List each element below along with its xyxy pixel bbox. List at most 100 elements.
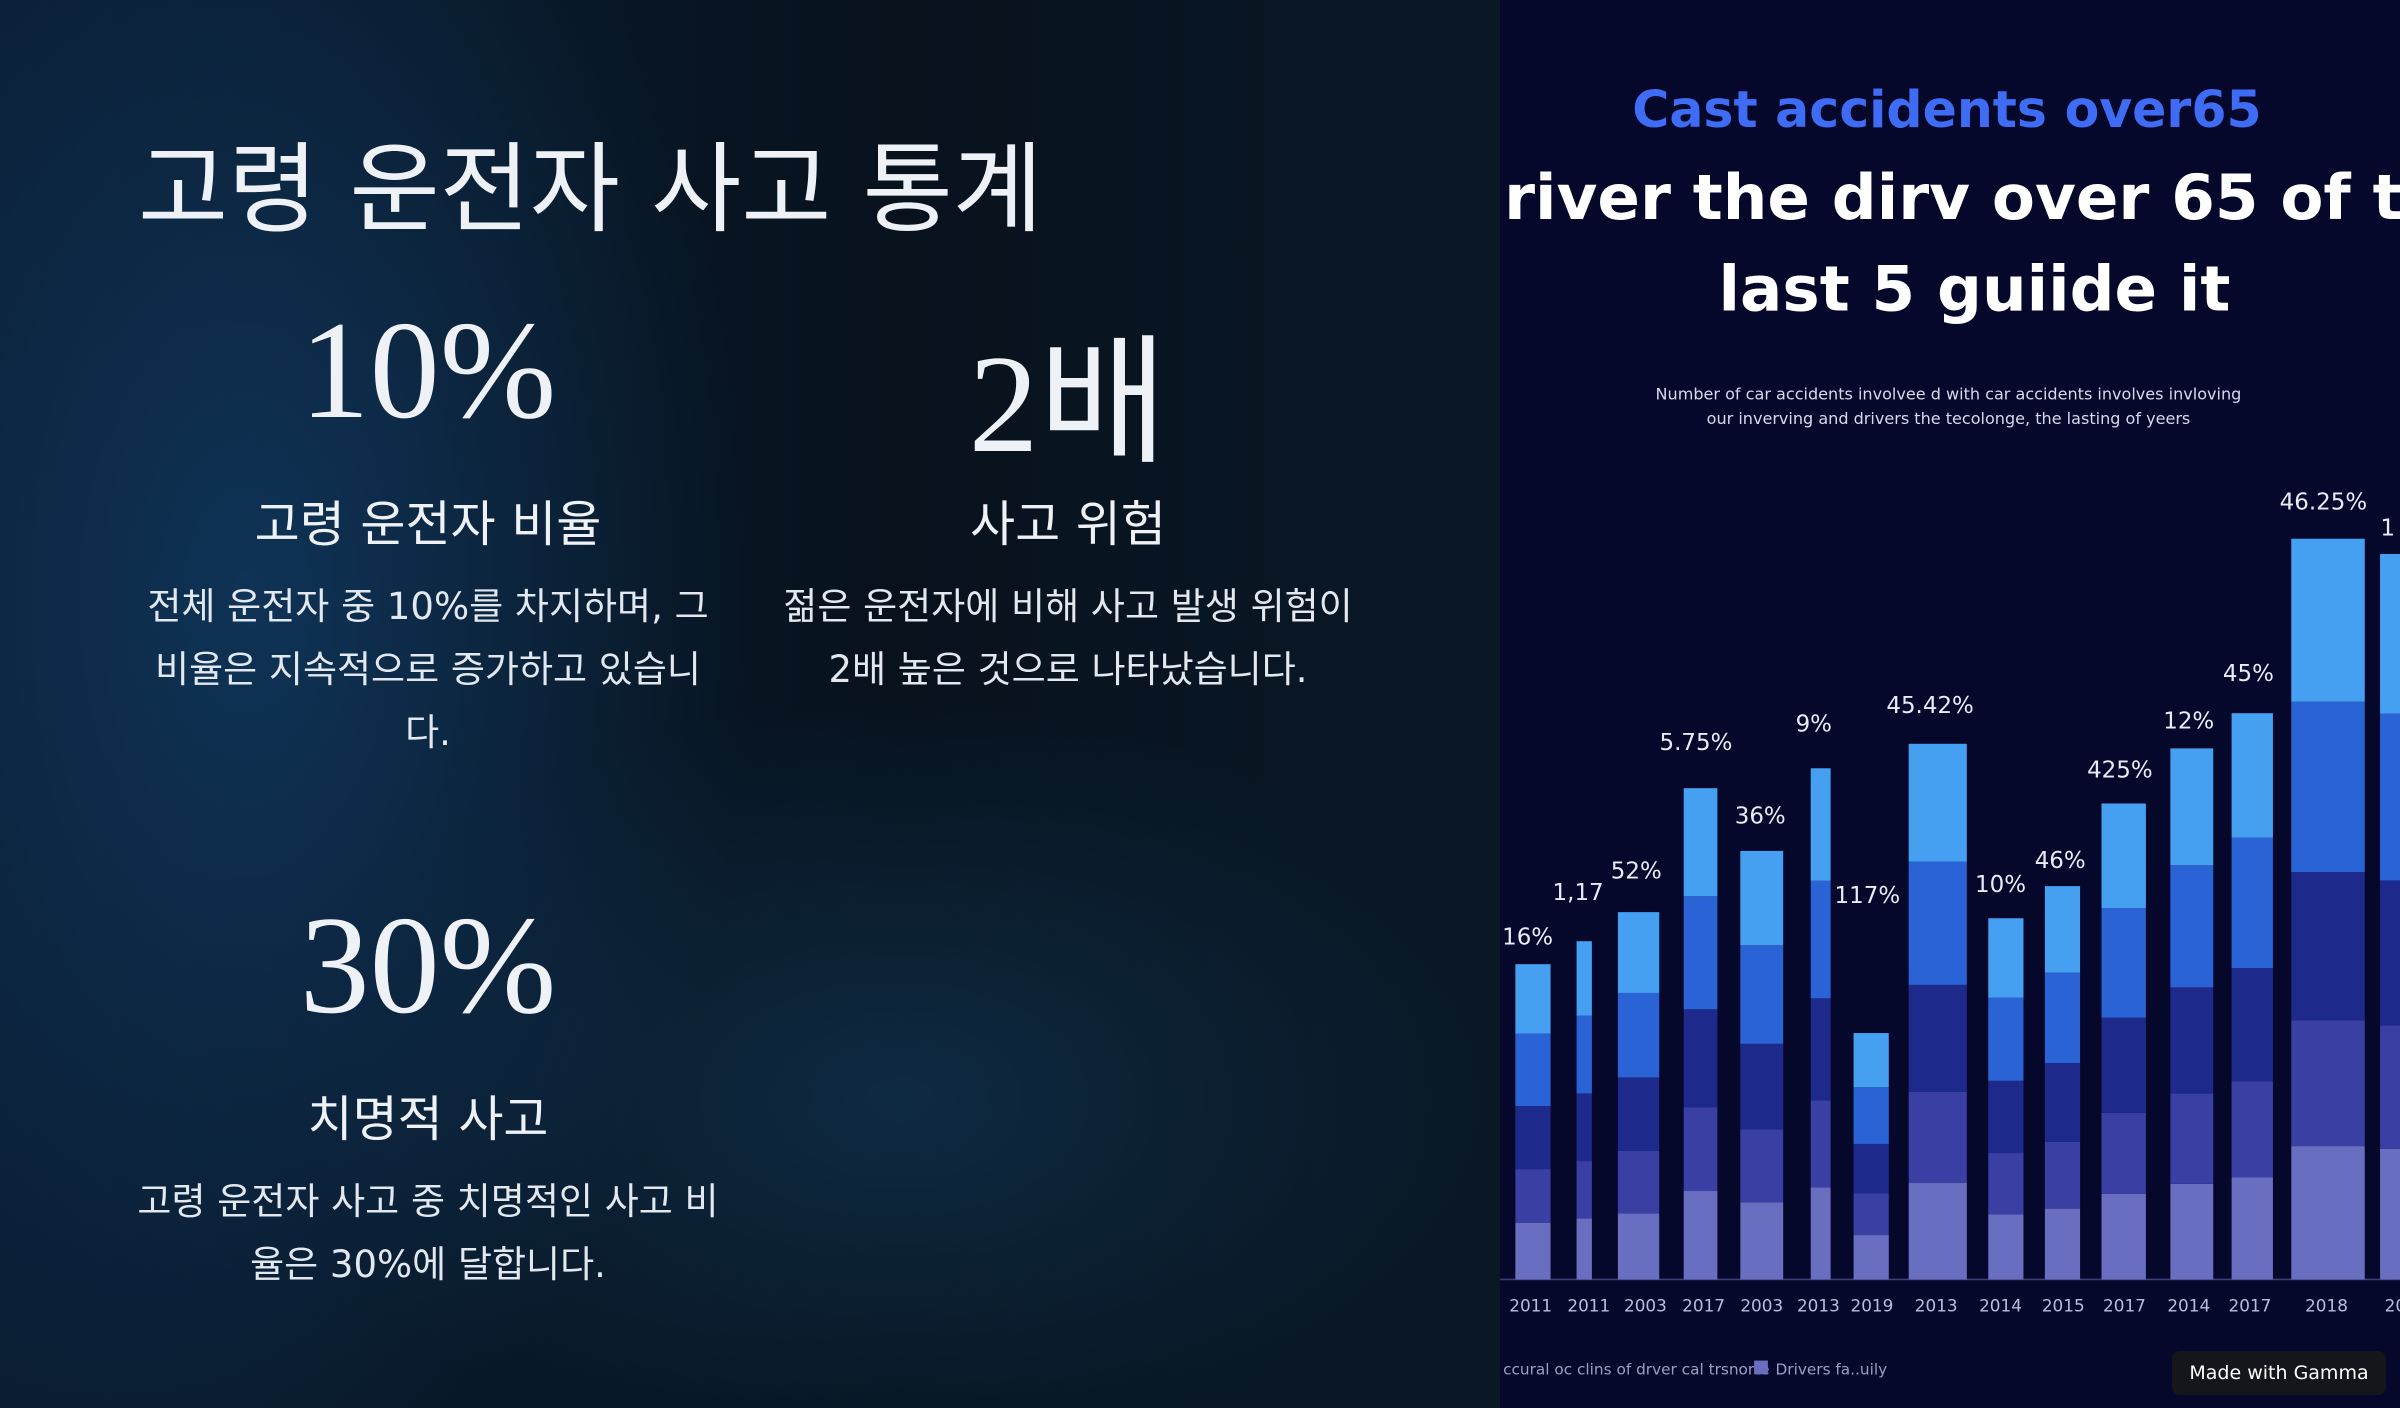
bar-segment xyxy=(1810,1187,1831,1280)
bar-label: 9% xyxy=(1796,712,1832,738)
year-label: 2013 xyxy=(1797,1296,1840,1316)
bar-segment xyxy=(1810,768,1831,881)
chart-image: Cast accidents over65 driver the dirv ove… xyxy=(1500,0,2400,1408)
bar-segment xyxy=(1683,1009,1718,1108)
bar-segment xyxy=(1617,1150,1660,1214)
bar-segment xyxy=(2044,886,2081,973)
bar-segment xyxy=(1810,998,1831,1101)
bar-segment xyxy=(1515,1222,1551,1280)
bar-segment xyxy=(2380,880,2400,1026)
bar-segment xyxy=(2170,987,2214,1094)
bar-segment xyxy=(2170,1093,2214,1184)
bar-label: 1 xyxy=(2380,516,2395,542)
bar-segment xyxy=(1853,1087,1889,1144)
year-label: 2014 xyxy=(2167,1296,2210,1316)
bar-label: 45% xyxy=(2223,661,2274,687)
bar-segment xyxy=(1988,997,2024,1081)
stat-value: 30% xyxy=(299,888,557,1043)
bar-segment xyxy=(1740,1129,1784,1203)
bar-segment xyxy=(1683,1191,1718,1280)
stat-label: 고령 운전자 비율 xyxy=(254,496,602,553)
bar-segment xyxy=(1908,861,1967,985)
bar-segment xyxy=(1988,1080,2024,1154)
year-label: 2017 xyxy=(2103,1296,2146,1316)
bar-segment xyxy=(1576,941,1592,1016)
bar-segment xyxy=(1576,1093,1592,1162)
year-label: 2011 xyxy=(1567,1296,1610,1316)
bar-segment xyxy=(2291,872,2365,1021)
image-title: last 5 guiide it xyxy=(1719,253,2231,326)
image-heading: Cast accidents over65 xyxy=(1632,80,2261,139)
bar-segment xyxy=(2231,1081,2273,1178)
bar-segment xyxy=(1853,1235,1889,1280)
bar-segment xyxy=(2380,1025,2400,1149)
bar-segment xyxy=(2170,748,2214,866)
bar-label: 117% xyxy=(1835,883,1901,909)
bar-segment xyxy=(1908,1091,1967,1184)
bar-segment xyxy=(2101,908,2146,1018)
bar-segment xyxy=(2101,1112,2146,1194)
bar-segment xyxy=(1683,1107,1718,1192)
bar-segment xyxy=(2380,713,2400,881)
bar-label: 36% xyxy=(1735,803,1786,829)
bar-segment xyxy=(1740,1043,1784,1130)
bar-segment xyxy=(1988,1153,2024,1215)
bar-segment xyxy=(2231,837,2273,968)
bar-segment xyxy=(2231,1177,2273,1280)
bar-label: 52% xyxy=(1611,858,1662,884)
bar-label: 46.25% xyxy=(2280,490,2367,516)
year-label: 2014 xyxy=(1979,1296,2022,1316)
bar-segment xyxy=(2044,1141,2081,1209)
bar-segment xyxy=(1740,945,1784,1044)
bar-segment xyxy=(2170,865,2214,988)
bar-segment xyxy=(2291,1146,2365,1280)
bar-segment xyxy=(2170,1183,2214,1280)
year-label: 2011 xyxy=(1509,1296,1552,1316)
year-label: 2003 xyxy=(1740,1296,1783,1316)
year-label: 2018 xyxy=(2305,1296,2348,1316)
year-label: 2019 xyxy=(1851,1296,1894,1316)
bar-segment xyxy=(1576,1161,1592,1219)
bar-label: 425% xyxy=(2087,757,2153,783)
bar-segment xyxy=(2101,1193,2146,1280)
bar-segment xyxy=(1988,1214,2024,1280)
bar-segment xyxy=(1576,1218,1592,1280)
bar-segment xyxy=(2291,538,2365,702)
bar-segment xyxy=(1853,1143,1889,1194)
gamma-badge[interactable]: Made with Gamma xyxy=(2172,1351,2386,1395)
bar-segment xyxy=(1810,880,1831,999)
stat-label: 치명적 사고 xyxy=(307,1091,549,1148)
bar-segment xyxy=(2101,803,2146,909)
bar-segment xyxy=(2380,554,2400,714)
bar-segment xyxy=(2291,1020,2365,1147)
bar-segment xyxy=(1617,912,1660,993)
bar-segment xyxy=(1515,1106,1551,1170)
bar-segment xyxy=(1617,992,1660,1078)
stat-value: 2배 xyxy=(968,327,1168,482)
bar-segment xyxy=(2044,972,2081,1064)
year-label: 2003 xyxy=(1624,1296,1667,1316)
bar-segment xyxy=(1515,1169,1551,1223)
year-label: 2015 xyxy=(2042,1296,2085,1316)
image-subtitle: Number of car accidents involvee d with … xyxy=(1656,384,2242,403)
bar-label: 5.75% xyxy=(1660,730,1733,756)
legend-text: ccural oc clins of drver cal trsnorte xyxy=(1503,1360,1769,1378)
bar-segment xyxy=(1853,1193,1889,1236)
bar-segment xyxy=(1988,918,2024,998)
year-label: 2017 xyxy=(2229,1296,2272,1316)
bar-segment xyxy=(2044,1063,2081,1142)
bar-segment xyxy=(2291,701,2365,873)
bar-label: 1,17 xyxy=(1553,880,1604,906)
stat-label: 사고 위험 xyxy=(970,496,1166,553)
bar-segment xyxy=(1853,1033,1889,1088)
stat-value: 10% xyxy=(299,293,557,448)
bar-label: 45.42% xyxy=(1886,693,1973,719)
year-label: 20 xyxy=(2385,1296,2400,1316)
bar-label: 12% xyxy=(2163,708,2214,734)
bar-segment xyxy=(1617,1213,1660,1280)
bar-segment xyxy=(1683,788,1718,897)
stat-description: 고령 운전자 사고 중 치명적인 사고 비율은 30%에 달합니다. xyxy=(137,1180,719,1286)
bar-segment xyxy=(1683,896,1718,1010)
bar-label: 10% xyxy=(1975,872,2026,898)
